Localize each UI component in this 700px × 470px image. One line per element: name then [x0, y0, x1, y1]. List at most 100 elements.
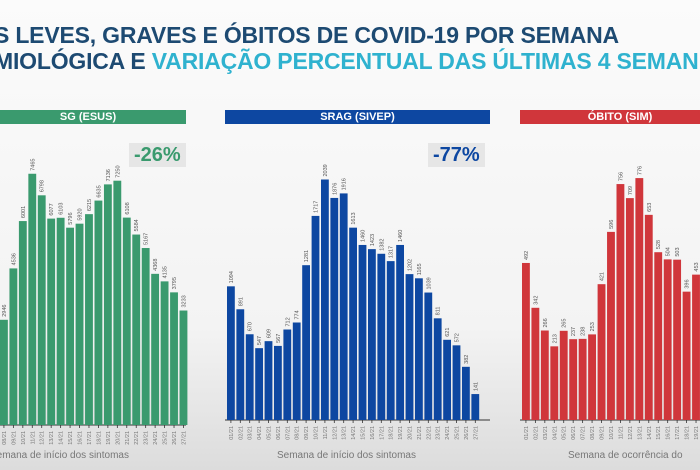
- x-tick-label-obito: 10/21: [609, 426, 615, 440]
- x-tick-label-sg: 24/21: [153, 431, 159, 445]
- bar-sg-22/21: [132, 234, 141, 425]
- bar-obito-18/21: [682, 291, 691, 420]
- x-tick-label-srag: 07/21: [285, 426, 291, 440]
- x-tick-label-srag: 22/21: [426, 426, 432, 440]
- x-tick-label-obito: 02/21: [533, 426, 539, 440]
- data-label-sg: 7465: [30, 159, 36, 171]
- data-label-obito: 253: [590, 322, 596, 331]
- data-label-srag: 141: [473, 382, 479, 391]
- x-axis-label-sg: Semana de início dos sintomas: [0, 450, 129, 461]
- x-tick-label-sg: 10/21: [21, 431, 27, 445]
- bar-sg-13/21: [47, 218, 56, 425]
- data-label-srag: 670: [248, 322, 254, 331]
- bar-sg-21/21: [122, 217, 131, 425]
- bar-obito-15/21: [654, 252, 663, 420]
- bar-srag-06/21: [274, 345, 282, 420]
- panel-header-sg: SG (ESUS): [0, 110, 186, 124]
- bar-sg-26/21: [170, 292, 178, 425]
- bar-srag-22/21: [424, 292, 433, 420]
- x-tick-label-obito: 05/21: [562, 426, 568, 440]
- x-tick-label-sg: 27/21: [181, 431, 187, 445]
- data-label-sg: 6215: [87, 199, 93, 211]
- bar-srag-07/21: [283, 329, 292, 420]
- x-tick-label-sg: 14/21: [59, 431, 65, 445]
- x-tick-label-srag: 27/21: [473, 426, 479, 440]
- data-label-srag: 1094: [229, 271, 235, 283]
- bar-sg-19/21: [103, 184, 112, 425]
- bar-obito-02/21: [531, 307, 540, 420]
- bar-srag-18/21: [386, 261, 395, 420]
- bar-srag-09/21: [302, 265, 310, 420]
- x-tick-label-sg: 09/21: [11, 431, 17, 445]
- x-tick-label-sg: 23/21: [144, 431, 150, 445]
- data-label-sg: 5167: [144, 233, 150, 245]
- bar-srag-11/21: [321, 179, 329, 420]
- bar-sg-24/21: [151, 273, 160, 425]
- x-tick-label-obito: 15/21: [656, 426, 662, 440]
- x-tick-label-sg: 21/21: [125, 431, 131, 445]
- x-tick-label-srag: 16/21: [370, 426, 376, 440]
- bar-srag-27/21: [471, 394, 480, 420]
- data-label-sg: 3233: [181, 295, 187, 307]
- data-label-obito: 492: [524, 251, 530, 260]
- x-tick-label-obito: 06/21: [571, 426, 577, 440]
- data-label-sg: 7136: [106, 169, 112, 181]
- bar-obito-06/21: [569, 339, 578, 420]
- bar-srag-03/21: [245, 334, 254, 420]
- x-tick-label-srag: 12/21: [332, 426, 338, 440]
- bar-obito-08/21: [588, 334, 596, 420]
- bar-srag-04/21: [255, 348, 263, 420]
- x-tick-label-sg: 22/21: [134, 431, 140, 445]
- x-tick-label-srag: 09/21: [304, 426, 310, 440]
- bar-sg-25/21: [160, 281, 169, 425]
- x-tick-label-srag: 02/21: [238, 426, 244, 440]
- x-tick-label-obito: 17/21: [675, 426, 681, 440]
- x-tick-label-sg: 20/21: [115, 431, 121, 445]
- data-label-sg: 7250: [115, 165, 121, 177]
- panel-header-obito: ÓBITO (SIM): [520, 110, 700, 124]
- data-label-obito: 266: [543, 318, 549, 327]
- x-tick-label-srag: 15/21: [361, 426, 367, 440]
- data-label-obito: 396: [685, 279, 691, 288]
- bar-obito-13/21: [635, 178, 644, 420]
- data-label-srag: 382: [464, 355, 470, 364]
- bar-sg-23/21: [141, 248, 150, 425]
- bar-sg-27/21: [179, 310, 188, 425]
- panel-header-srag: SRAG (SIVEP): [225, 110, 490, 124]
- bar-sg-17/21: [85, 214, 93, 425]
- bar-obito-16/21: [663, 259, 672, 420]
- x-tick-label-sg: 26/21: [172, 431, 178, 445]
- data-label-sg: 4135: [163, 266, 169, 278]
- data-label-srag: 1460: [361, 230, 367, 242]
- data-label-srag: 1281: [304, 250, 310, 262]
- x-tick-label-srag: 01/21: [229, 426, 235, 440]
- data-label-sg: 3795: [172, 277, 178, 289]
- x-tick-label-obito: 19/21: [694, 426, 700, 440]
- title-line-2: MIOLÓGICA E VARIAÇÃO PERCENTUAL DAS ÚLTI…: [0, 48, 699, 74]
- data-label-srag: 572: [455, 333, 461, 342]
- bar-obito-07/21: [578, 338, 587, 420]
- chart-sg: 2946 08/21 4536 09/21 6001 10/21 7465 11/21 6798…: [0, 159, 188, 445]
- bar-sg-09/21: [9, 268, 18, 425]
- data-label-srag: 547: [257, 336, 263, 345]
- bar-obito-04/21: [550, 346, 559, 420]
- bar-obito-03/21: [540, 330, 549, 420]
- bar-srag-12/21: [330, 197, 339, 420]
- x-tick-label-sg: 17/21: [87, 431, 93, 445]
- data-label-obito: 776: [637, 166, 643, 175]
- x-tick-label-srag: 14/21: [351, 426, 357, 440]
- bar-sg-16/21: [75, 223, 84, 425]
- data-label-srag: 621: [445, 328, 451, 337]
- x-tick-label-srag: 08/21: [295, 426, 301, 440]
- bar-srag-17/21: [377, 253, 386, 420]
- data-label-sg: 2946: [2, 305, 8, 317]
- bar-obito-11/21: [616, 184, 625, 420]
- data-label-obito: 342: [533, 296, 539, 305]
- data-label-obito: 596: [609, 220, 615, 229]
- x-tick-label-srag: 05/21: [267, 426, 273, 440]
- data-label-srag: 1717: [314, 201, 320, 213]
- data-label-obito: 265: [562, 319, 568, 328]
- bar-obito-01/21: [522, 262, 530, 420]
- data-label-srag: 1423: [370, 234, 376, 246]
- x-tick-label-srag: 20/21: [408, 426, 414, 440]
